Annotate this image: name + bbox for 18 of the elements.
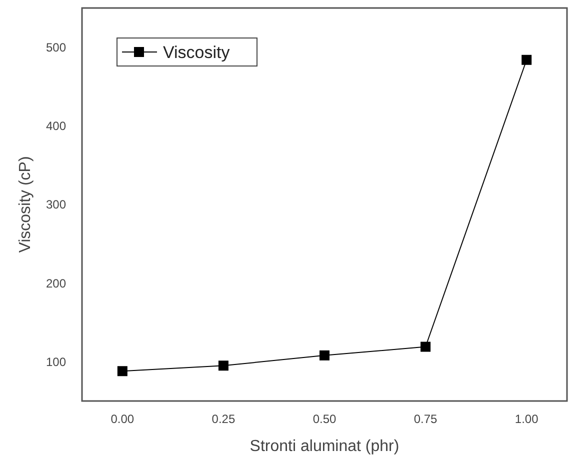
y-tick-label: 500: [46, 40, 66, 54]
x-axis-title: Stronti aluminat (phr): [250, 438, 400, 455]
y-tick-label: 200: [46, 276, 66, 290]
y-tick-label: 300: [46, 198, 66, 212]
point: [218, 360, 228, 371]
y-tick-label: 400: [46, 119, 66, 134]
x-tick-label: 0.25: [212, 412, 236, 426]
point: [420, 342, 431, 352]
point: [522, 54, 532, 65]
x-tick-label: 0.00: [110, 412, 134, 426]
x-tick-label: 0.50: [312, 412, 336, 426]
legend-label: Viscosity: [163, 42, 230, 62]
x-tick-label: 1.00: [514, 412, 539, 426]
y-axis-title: Viscosity (cP): [17, 156, 34, 253]
point: [117, 366, 128, 376]
point: [320, 350, 330, 360]
y-tick-label: 100: [46, 354, 66, 369]
x-tick-label: 0.75: [414, 412, 438, 426]
